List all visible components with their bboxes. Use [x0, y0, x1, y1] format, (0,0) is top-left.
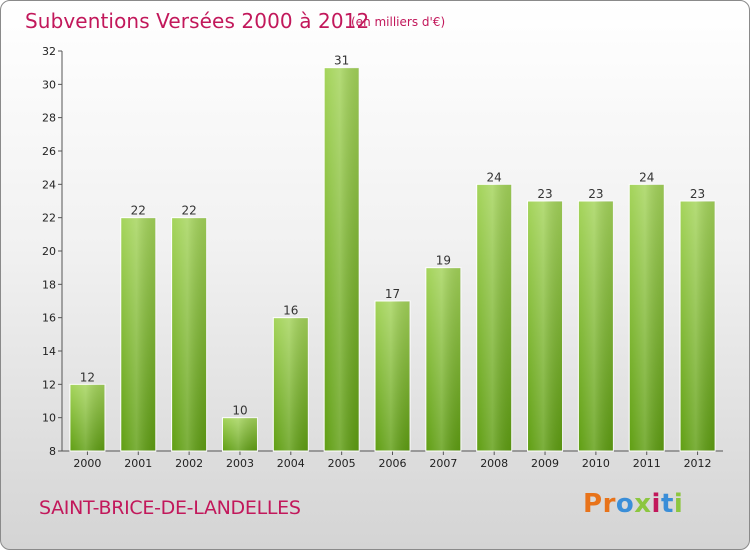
x-tick-label: 2005 — [328, 457, 356, 470]
bar-2002 — [171, 217, 208, 452]
x-tick-label: 2012 — [684, 457, 712, 470]
data-label-2011: 24 — [639, 170, 654, 184]
y-tick-label: 22 — [42, 212, 56, 225]
bar-2007 — [425, 267, 462, 452]
proxiti-logo[interactable]: Proxiti — [583, 489, 683, 519]
y-tick-label: 28 — [42, 112, 56, 125]
x-tick-label: 2007 — [429, 457, 457, 470]
x-axis: 2000 2001 2002 2003 2004 2005 2006 2007 2008 2009… — [62, 450, 723, 470]
x-tick-label: 2011 — [633, 457, 661, 470]
y-tick-label: 16 — [42, 312, 56, 325]
y-tick-label: 26 — [42, 145, 56, 158]
logo-letter: i — [651, 489, 661, 519]
data-label-2002: 22 — [181, 204, 196, 218]
y-axis: 8 10 12 14 16 18 20 22 24 26 28 30 32 — [42, 45, 63, 458]
y-tick-label: 12 — [42, 378, 56, 391]
data-label-2012: 23 — [690, 187, 705, 201]
chart-title: Subventions Versées 2000 à 2012 — [25, 9, 370, 33]
y-tick-label: 20 — [42, 245, 56, 258]
y-tick-label: 8 — [49, 445, 56, 458]
x-tick-label: 2010 — [582, 457, 610, 470]
x-tick-label: 2003 — [226, 457, 254, 470]
x-tick-label: 2001 — [124, 457, 152, 470]
y-tick-label: 24 — [42, 178, 56, 191]
bar-2003 — [221, 417, 258, 452]
x-tick-label: 2006 — [379, 457, 407, 470]
commune-name: SAINT-BRICE-DE-LANDELLES — [39, 497, 301, 519]
bar-2004 — [272, 317, 309, 452]
y-tick-label: 18 — [42, 278, 56, 291]
x-tick-label: 2002 — [175, 457, 203, 470]
data-label-2001: 22 — [131, 204, 146, 218]
bar-2010 — [577, 200, 614, 452]
data-label-2004: 16 — [283, 304, 298, 318]
data-label-2000: 12 — [80, 370, 95, 384]
y-tick-label: 10 — [42, 412, 56, 425]
bar-2000 — [69, 383, 106, 452]
y-tick-label: 32 — [42, 45, 56, 58]
logo-letter: r — [602, 489, 616, 519]
bar-2001 — [120, 217, 157, 452]
data-label-2008: 24 — [487, 170, 502, 184]
data-label-2010: 23 — [588, 187, 603, 201]
logo-letter: P — [583, 489, 603, 519]
bar-2006 — [374, 300, 411, 452]
y-tick-label: 14 — [42, 345, 56, 358]
data-label-2007: 19 — [436, 254, 451, 268]
y-tick-label: 30 — [42, 78, 56, 91]
bars — [69, 67, 716, 452]
data-labels: 12 22 22 10 16 31 17 19 24 23 23 24 23 — [80, 54, 705, 418]
data-label-2005: 31 — [334, 54, 349, 68]
logo-letter: i — [673, 489, 684, 519]
bar-2009 — [527, 200, 564, 452]
logo-letter: o — [615, 489, 635, 519]
chart-subtitle: (en milliers d'€) — [351, 15, 446, 29]
bar-2005 — [323, 67, 360, 452]
data-label-2006: 17 — [385, 287, 400, 301]
logo-letter: x — [634, 489, 652, 519]
x-tick-label: 2004 — [277, 457, 305, 470]
data-label-2009: 23 — [537, 187, 552, 201]
data-label-2003: 10 — [232, 404, 247, 418]
x-tick-label: 2008 — [480, 457, 508, 470]
x-tick-label: 2000 — [73, 457, 101, 470]
bar-2012 — [679, 200, 716, 452]
bar-2011 — [628, 183, 665, 452]
x-tick-label: 2009 — [531, 457, 559, 470]
logo-letter: t — [660, 489, 674, 519]
bar-2008 — [476, 183, 513, 452]
